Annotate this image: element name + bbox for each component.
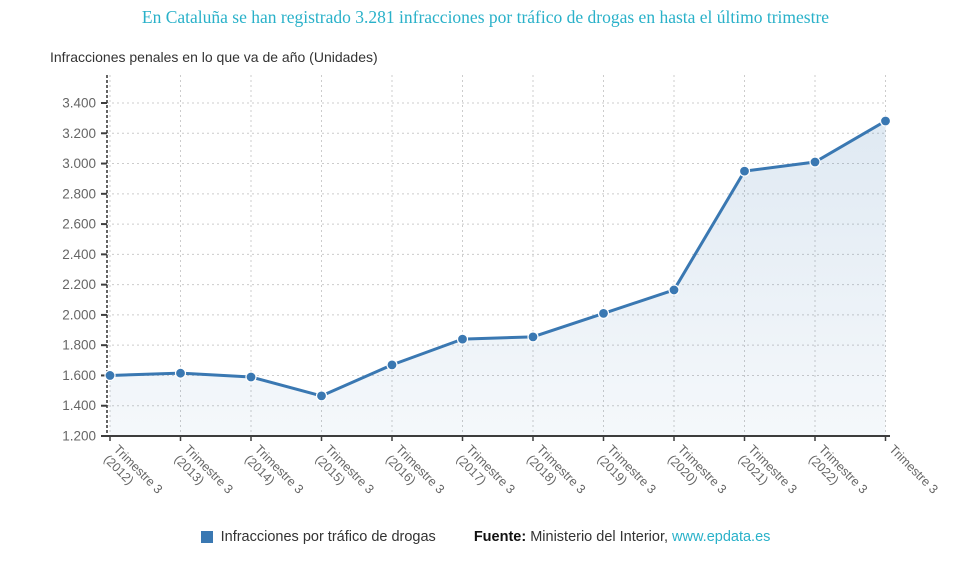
y-axis-label: 2.800 bbox=[62, 186, 96, 201]
source-text: Ministerio del Interior, bbox=[530, 529, 669, 545]
source-line: Fuente: Ministerio del Interior, www.epd… bbox=[474, 529, 771, 545]
data-point[interactable] bbox=[245, 371, 257, 383]
legend-series-label: Infracciones por tráfico de drogas bbox=[220, 529, 436, 545]
y-axis-label: 1.400 bbox=[62, 398, 96, 413]
y-axis-label: 2.400 bbox=[62, 247, 96, 262]
data-point[interactable] bbox=[104, 369, 116, 382]
x-axis-label: Trimestre 3(2015) bbox=[312, 442, 376, 506]
data-point[interactable] bbox=[456, 333, 469, 345]
y-axis-label: 1.800 bbox=[62, 338, 96, 353]
x-axis-label: Trimestre 3(2016) bbox=[383, 442, 447, 506]
x-axis-label: Trimestre 3(2020) bbox=[665, 442, 729, 506]
y-axis-label: 1.200 bbox=[62, 429, 96, 444]
data-point[interactable] bbox=[527, 331, 539, 343]
x-axis-label: Trimestre 3(2012) bbox=[101, 442, 165, 506]
data-point[interactable] bbox=[809, 156, 821, 168]
legend-item[interactable]: Infracciones por tráfico de drogas bbox=[200, 529, 436, 545]
y-axis-label: 2.200 bbox=[62, 277, 96, 292]
x-axis-label: Trimestre 3(2013) bbox=[171, 442, 235, 506]
x-axis-label: Trimestre 3(2021) bbox=[735, 442, 799, 506]
data-point[interactable] bbox=[174, 367, 187, 379]
y-axis-label: 2.000 bbox=[62, 307, 96, 322]
data-point[interactable] bbox=[386, 359, 398, 371]
x-axis-label: Trimestre 3(2017) bbox=[453, 442, 517, 506]
chart-footer: Infracciones por tráfico de drogas Fuent… bbox=[0, 529, 971, 545]
y-axis-label: 1.600 bbox=[62, 368, 96, 383]
chart-subtitle: Infracciones penales en lo que va de año… bbox=[50, 49, 378, 65]
y-axis-label: 3.200 bbox=[62, 126, 96, 141]
data-point[interactable] bbox=[738, 165, 751, 177]
x-axis-label: Trimestre 3 bbox=[886, 442, 940, 496]
y-axis-label: 3.400 bbox=[62, 96, 96, 111]
x-axis-label: Trimestre 3(2019) bbox=[594, 442, 658, 506]
chart-title: En Cataluña se han registrado 3.281 infr… bbox=[141, 7, 830, 27]
source-prefix: Fuente: bbox=[473, 529, 527, 545]
data-point[interactable] bbox=[879, 115, 892, 127]
data-point[interactable] bbox=[597, 307, 610, 319]
y-axis-label: 2.600 bbox=[62, 217, 96, 232]
x-axis-label: Trimestre 3(2018) bbox=[524, 442, 588, 506]
line-chart: 1.200 1.400 1.600 1.800 2.000 2.200 2.400 2.600… bbox=[62, 75, 941, 506]
x-axis-label: Trimestre 3(2022) bbox=[806, 442, 870, 506]
source-link[interactable]: www.epdata.es bbox=[672, 529, 771, 545]
legend-series-marker-icon bbox=[200, 531, 213, 543]
x-axis-label: Trimestre 3(2014) bbox=[242, 442, 306, 506]
data-point[interactable] bbox=[315, 390, 328, 402]
series-line bbox=[108, 119, 887, 398]
y-axis-label: 3.000 bbox=[62, 156, 96, 171]
series-area bbox=[110, 121, 886, 437]
data-point[interactable] bbox=[668, 284, 680, 296]
